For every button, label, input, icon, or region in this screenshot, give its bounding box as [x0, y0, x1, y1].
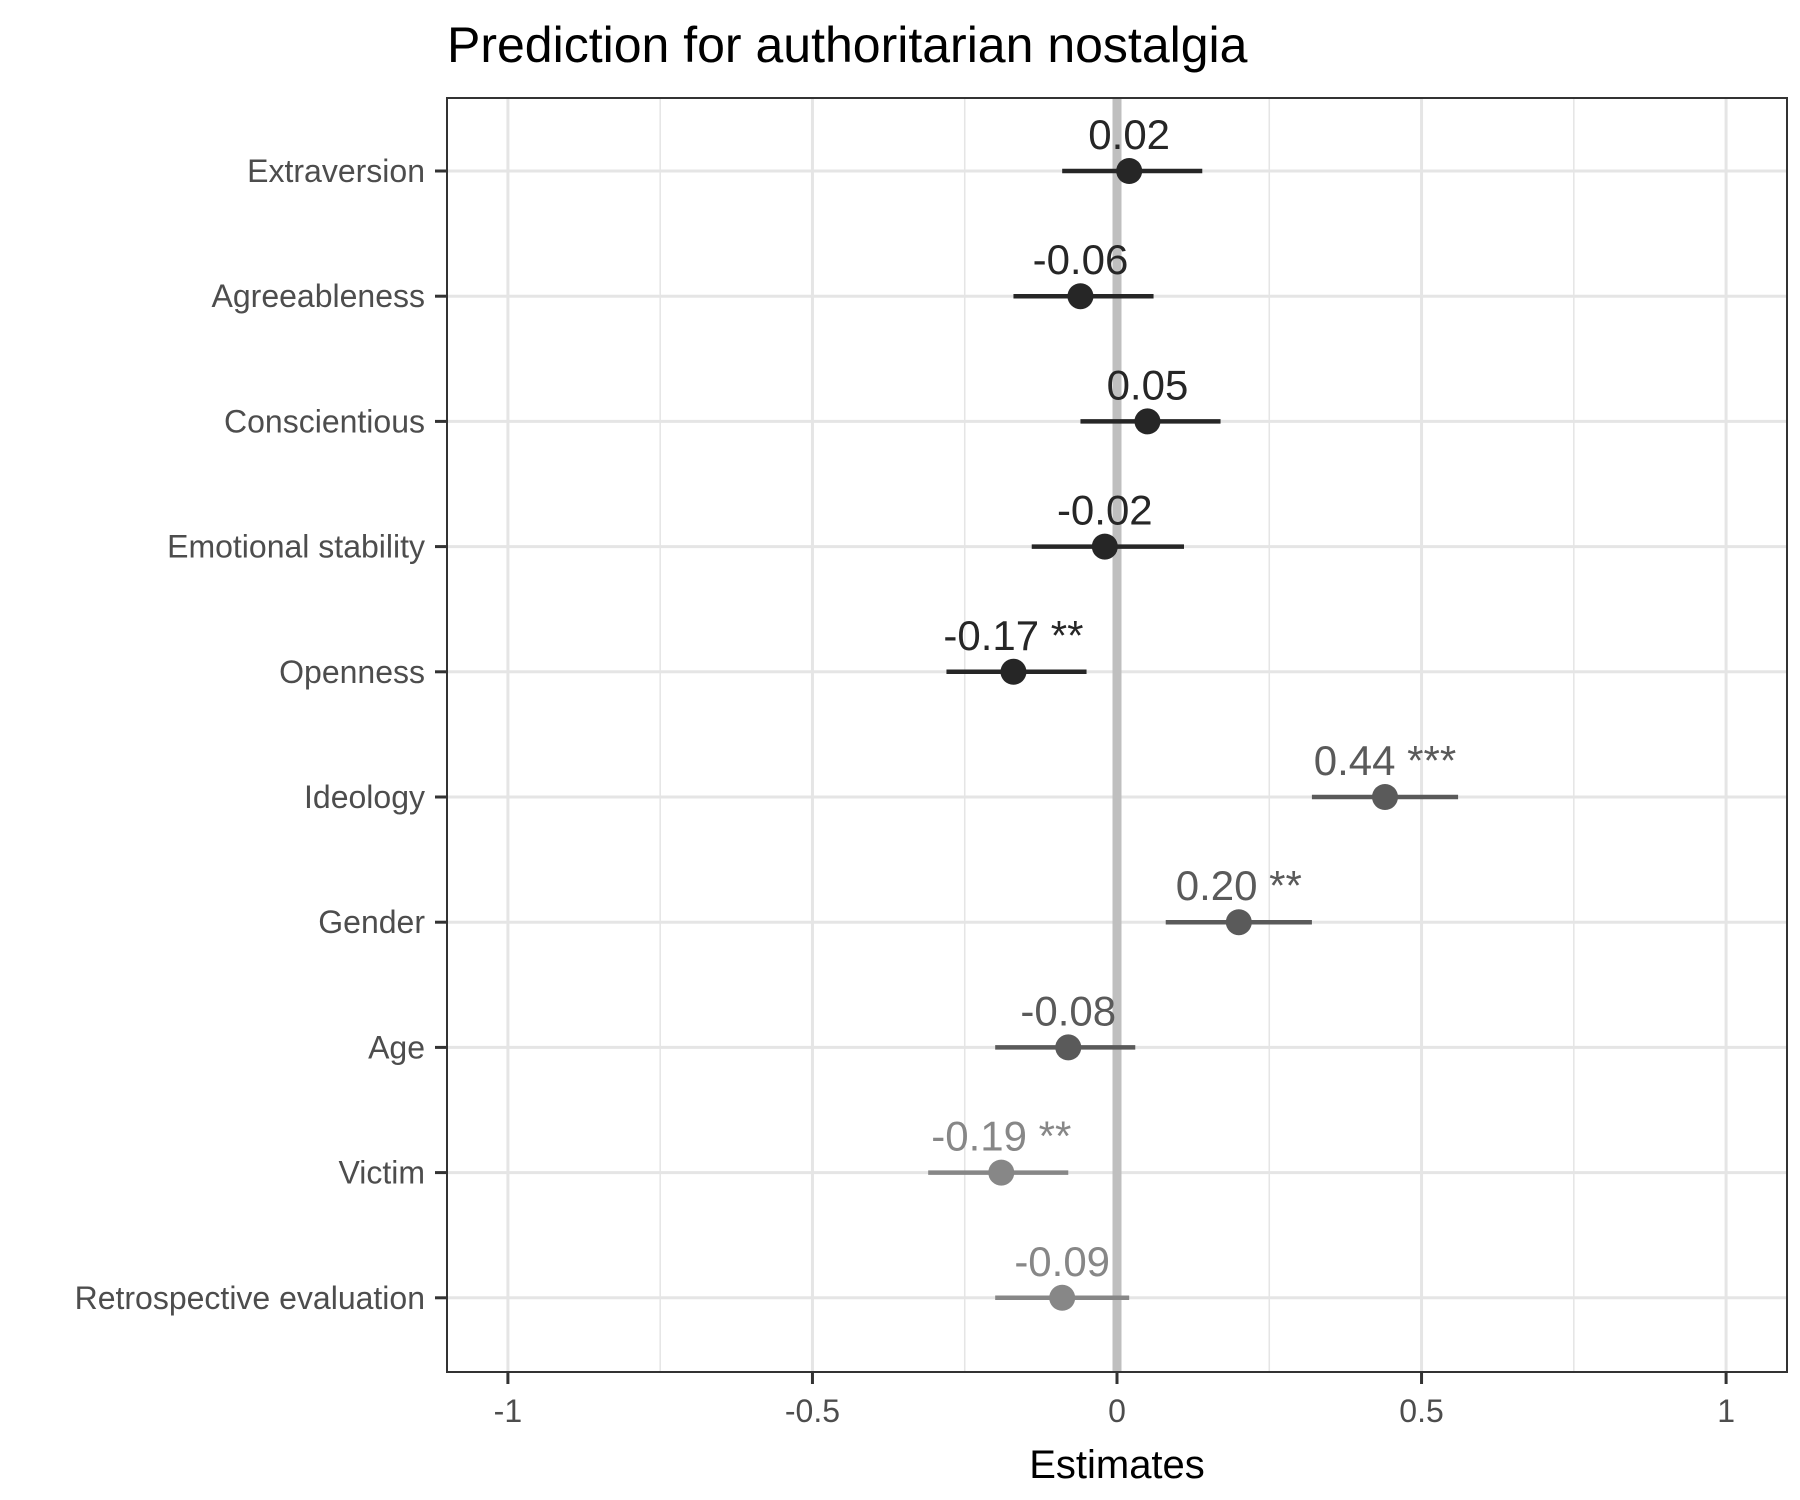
estimate-point — [1091, 533, 1118, 560]
estimate-label: 0.20 ** — [1176, 862, 1302, 909]
x-tick-label: 0.5 — [1399, 1393, 1443, 1429]
y-tick-label: Openness — [279, 654, 425, 690]
y-tick-label: Extraversion — [247, 153, 425, 189]
estimate-point — [1055, 1034, 1082, 1061]
x-tick-label: -0.5 — [785, 1393, 840, 1429]
estimate-label: -0.09 — [1014, 1238, 1110, 1285]
y-tick-label: Retrospective evaluation — [75, 1280, 425, 1316]
estimate-label: 0.02 — [1088, 111, 1170, 158]
plot-area: Extraversion Agreeableness Conscientious Em… — [75, 97, 1788, 1429]
x-tick-label: 0 — [1108, 1393, 1126, 1429]
estimate-point — [1134, 408, 1161, 435]
y-tick-label: Agreeableness — [212, 278, 425, 314]
estimate-label: -0.08 — [1020, 987, 1116, 1034]
estimate-point — [1000, 658, 1027, 685]
estimate-label: 0.05 — [1107, 361, 1189, 408]
y-tick-label: Age — [368, 1029, 425, 1065]
x-tick-label: -1 — [494, 1393, 522, 1429]
estimate-label: -0.17 ** — [943, 612, 1083, 659]
y-tick-label: Conscientious — [224, 403, 425, 439]
y-tick-label: Ideology — [304, 779, 425, 815]
estimate-label: -0.06 — [1033, 236, 1129, 283]
estimate-label: -0.02 — [1057, 487, 1153, 534]
estimate-point — [1372, 784, 1398, 810]
chart-title: Prediction for authoritarian nostalgia — [447, 17, 1248, 73]
estimate-label: 0.44 *** — [1314, 737, 1456, 784]
x-axis-title: Estimates — [1029, 1443, 1205, 1487]
y-tick-label: Victim — [338, 1155, 425, 1191]
estimate-point — [1049, 1284, 1076, 1311]
estimate-point — [1067, 283, 1094, 310]
x-tick-label: 1 — [1717, 1393, 1735, 1429]
estimate-point — [1116, 158, 1143, 184]
y-tick-label: Emotional stability — [167, 529, 425, 565]
y-tick-label: Gender — [318, 904, 425, 940]
estimate-point — [988, 1159, 1015, 1186]
estimate-point — [1225, 909, 1252, 936]
estimate-label: -0.19 ** — [931, 1113, 1071, 1160]
